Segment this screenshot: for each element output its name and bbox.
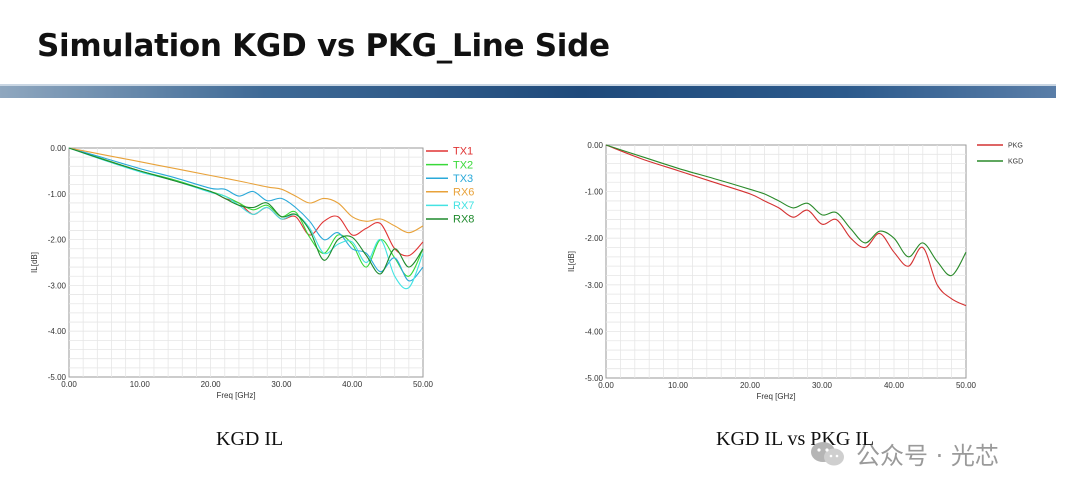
y-tick-label: -3.00 — [48, 281, 67, 290]
series-line-kgd — [605, 144, 967, 277]
legend-label-tx3: TX3 — [453, 173, 473, 185]
x-tick-label: 0.00 — [598, 381, 614, 390]
y-tick-label: -4.00 — [585, 327, 604, 336]
y-tick-label: 0.00 — [587, 141, 603, 150]
slide-title: Simulation KGD vs PKG_Line Side — [37, 28, 610, 64]
series-line-rx6 — [68, 147, 424, 234]
y-tick-label: -1.00 — [48, 190, 67, 199]
legend-label-kgd: KGD — [1008, 158, 1023, 165]
caption-right: KGD IL vs PKG IL — [716, 428, 875, 450]
wechat-icon — [811, 441, 844, 465]
legend-label-rx6: RX6 — [453, 186, 474, 198]
title-bar — [0, 86, 1056, 98]
title-bar-highlight — [0, 84, 1056, 87]
x-tick-label: 0.00 — [61, 380, 77, 389]
caption-left: KGD IL — [216, 428, 284, 450]
legend-label-tx1: TX1 — [453, 146, 473, 158]
plot-area — [68, 147, 424, 378]
x-tick-label: 30.00 — [271, 380, 292, 389]
x-axis-label: Freq [GHz] — [756, 392, 795, 401]
x-tick-label: 50.00 — [413, 380, 434, 389]
x-tick-label: 20.00 — [201, 380, 222, 389]
plot-area — [605, 144, 967, 379]
watermark: 公众号 · 光芯 — [808, 436, 999, 471]
x-tick-label: 40.00 — [884, 381, 905, 390]
x-tick-label: 10.00 — [668, 381, 689, 390]
x-tick-label: 20.00 — [740, 381, 761, 390]
y-tick-label: -2.00 — [48, 236, 67, 245]
x-tick-label: 30.00 — [812, 381, 833, 390]
series-line-tx3 — [68, 147, 424, 282]
x-tick-label: 50.00 — [956, 381, 977, 390]
x-tick-label: 40.00 — [342, 380, 363, 389]
y-tick-label: -4.00 — [48, 327, 67, 336]
series-line-pkg — [605, 144, 967, 307]
legend-label-pkg: PKG — [1008, 142, 1023, 149]
y-tick-label: -1.00 — [585, 188, 604, 197]
x-axis-label: Freq [GHz] — [216, 391, 255, 400]
legend-label-rx7: RX7 — [453, 200, 474, 212]
y-tick-label: 0.00 — [50, 144, 66, 153]
y-tick-label: -2.00 — [585, 234, 604, 243]
y-tick-label: -5.00 — [48, 373, 67, 382]
series-line-tx2 — [68, 147, 424, 277]
y-tick-label: -3.00 — [585, 281, 604, 290]
y-axis-label: IL[dB] — [30, 252, 39, 273]
watermark-text: 公众号 · 光芯 — [856, 442, 999, 470]
legend-label-rx8: RX8 — [453, 214, 474, 226]
y-axis-label: IL[dB] — [567, 251, 576, 272]
legend-label-tx2: TX2 — [453, 159, 473, 171]
y-tick-label: -5.00 — [585, 374, 604, 383]
x-tick-label: 10.00 — [130, 380, 151, 389]
series-line-rx8 — [68, 147, 424, 275]
